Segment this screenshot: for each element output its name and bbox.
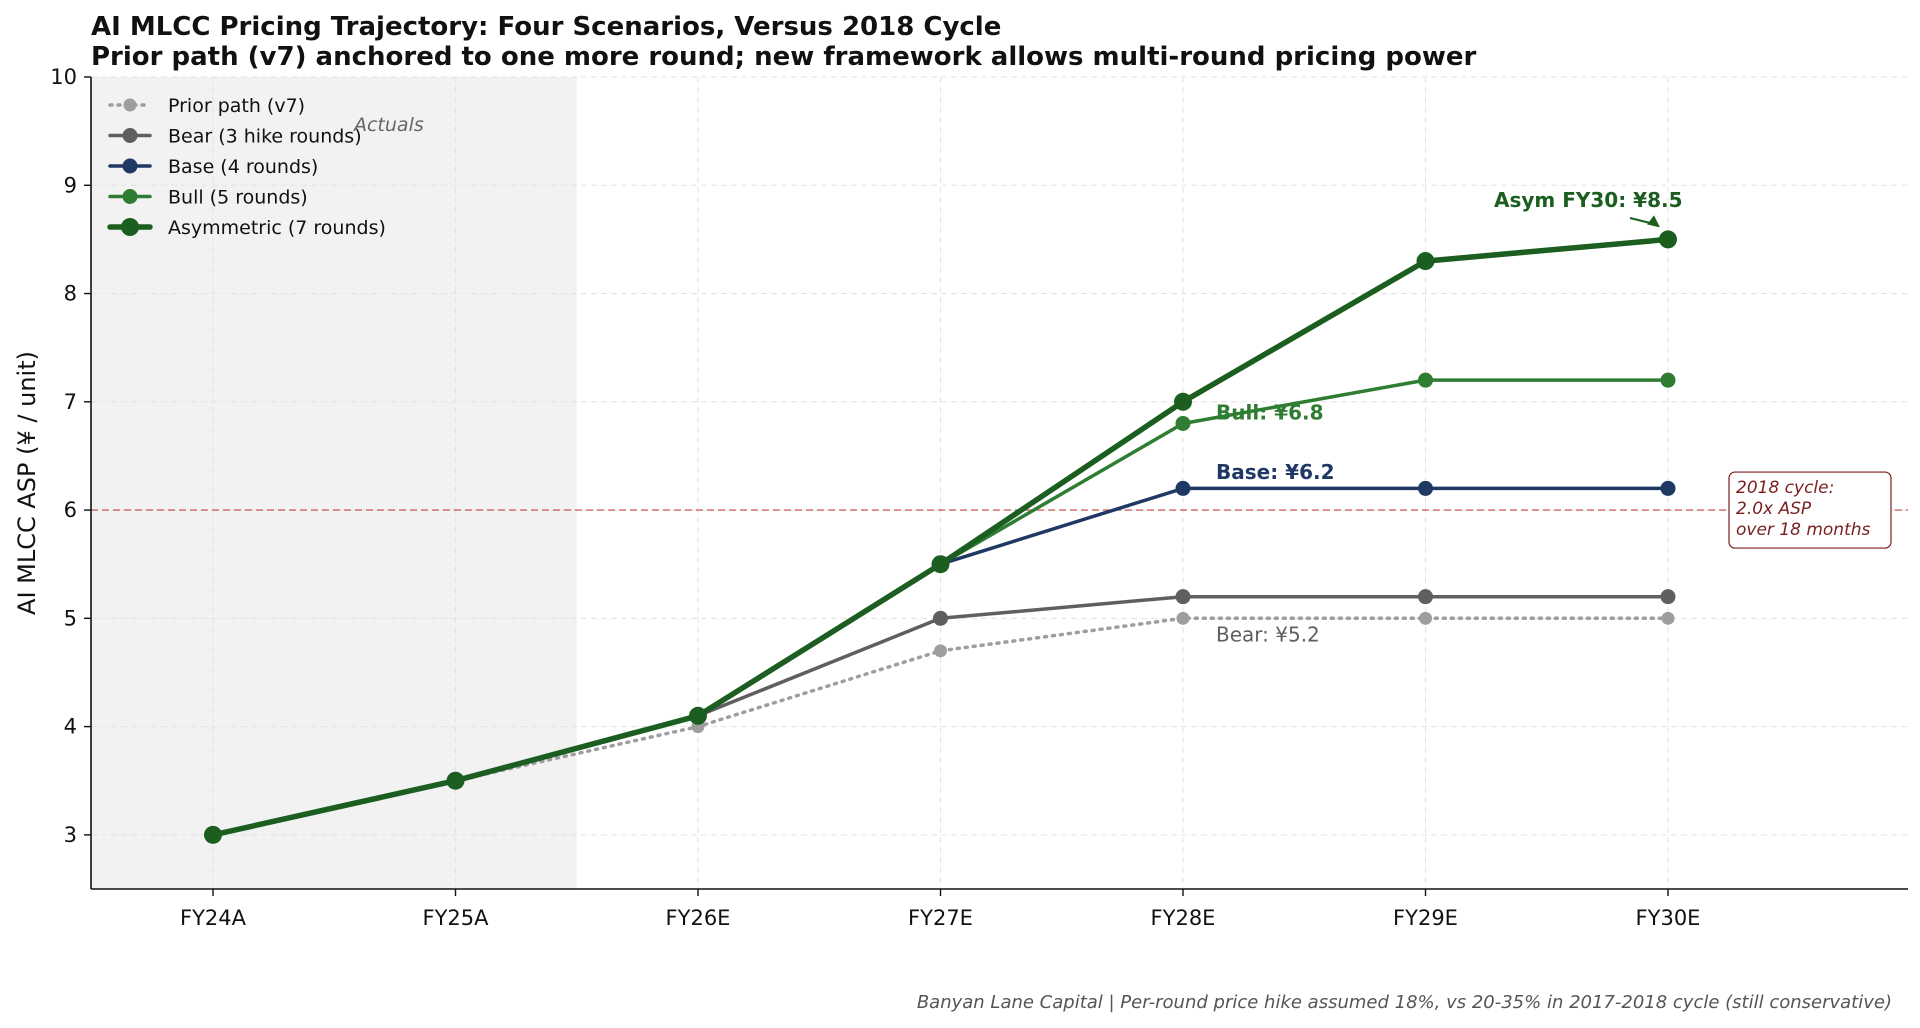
series-point-1 (1175, 589, 1191, 605)
legend: Prior path (v7) Bear (3 hike rounds) Base … (107, 95, 386, 239)
legend-label: Asymmetric (7 rounds) (168, 217, 386, 239)
reference-callout-line-1: 2018 cycle: (1736, 478, 1834, 498)
series-point-2 (1175, 480, 1191, 496)
y-tick-label: 6 (64, 498, 77, 522)
x-tick-label: FY27E (908, 906, 973, 930)
chart-title: AI MLCC Pricing Trajectory: Four Scenari… (91, 12, 1001, 42)
x-tick-label: FY26E (666, 906, 731, 930)
annotation-bear: Bear: ¥5.2 (1216, 623, 1320, 647)
series-point-4 (204, 825, 222, 844)
x-tick-label: FY25A (423, 906, 490, 930)
series-point-2 (1418, 480, 1433, 496)
legend-swatch-marker (121, 218, 139, 236)
annotation-bull: Bull: ¥6.8 (1216, 401, 1324, 425)
annotation-asym: Asym FY30: ¥8.5 (1494, 188, 1683, 212)
series-point-4 (1416, 252, 1435, 271)
reference-callout-line-3: over 18 months (1736, 520, 1871, 540)
legend-swatch-marker (123, 98, 137, 112)
chart-subtitle: Prior path (v7) anchored to one more rou… (91, 42, 1477, 72)
series-point-0 (1419, 611, 1432, 625)
legend-label: Base (4 rounds) (168, 156, 318, 178)
series-point-1 (933, 610, 948, 626)
legend-swatch-marker (122, 189, 138, 204)
y-tick-label: 10 (50, 65, 77, 89)
y-axis-label: AI MLCC ASP (¥ / unit) (13, 351, 41, 615)
actuals-band-label: Actuals (352, 114, 424, 136)
series-point-0 (1176, 611, 1190, 625)
legend-label: Prior path (v7) (168, 95, 305, 117)
series-point-0 (1661, 611, 1675, 625)
y-tick-label: 7 (64, 390, 77, 414)
series-point-3 (1175, 415, 1191, 431)
x-tick-label: FY28E (1151, 906, 1216, 930)
series-point-0 (934, 644, 947, 658)
legend-label: Bear (3 hike rounds) (168, 126, 362, 148)
series-point-4 (1659, 230, 1677, 249)
axes (90, 77, 1908, 890)
x-tick-label: FY30E (1636, 906, 1701, 930)
y-tick-label: 9 (64, 173, 77, 197)
annotation-base: Base: ¥6.2 (1216, 460, 1335, 484)
y-tick-label: 3 (64, 823, 77, 847)
legend-swatch-marker (122, 128, 138, 143)
series-point-4 (931, 555, 950, 574)
y-tick-label: 4 (64, 715, 77, 739)
legend-swatch-marker (122, 158, 138, 174)
series-point-1 (1418, 589, 1433, 605)
reference-callout-line-2: 2.0x ASP (1736, 499, 1812, 519)
series-point-3 (1418, 372, 1433, 388)
x-tick-label: FY29E (1393, 906, 1458, 930)
reference-callout: 2018 cycle: 2.0x ASP over 18 months (1728, 471, 1892, 549)
x-tick-label: FY24A (180, 906, 247, 930)
y-tick-label: 5 (64, 606, 77, 630)
x-axis-ticks: FY24A FY25A FY26E FY27E FY28E FY29E FY30E (180, 889, 1700, 930)
series-point-1 (1660, 589, 1676, 605)
series-point-4 (1174, 392, 1192, 411)
series-point-4 (689, 706, 707, 725)
footer-note: Banyan Lane Capital | Per-round price hi… (917, 992, 1892, 1013)
y-axis-ticks: 3 4 5 6 7 8 9 10 (50, 65, 91, 847)
actuals-band (91, 77, 577, 889)
annotation-asym-arrowhead (1647, 215, 1660, 228)
series-point-3 (1660, 372, 1676, 388)
y-tick-label: 8 (64, 282, 77, 306)
plot-area (90, 76, 1908, 890)
reference-callout-box (1728, 471, 1892, 549)
series-point-2 (1660, 480, 1676, 496)
series-points (204, 230, 1677, 844)
legend-label: Bull (5 rounds) (168, 187, 308, 209)
series-point-4 (446, 771, 465, 790)
annotations: Asym FY30: ¥8.5 Bull: ¥6.8 Base: ¥6.2 Be… (1216, 188, 1683, 647)
